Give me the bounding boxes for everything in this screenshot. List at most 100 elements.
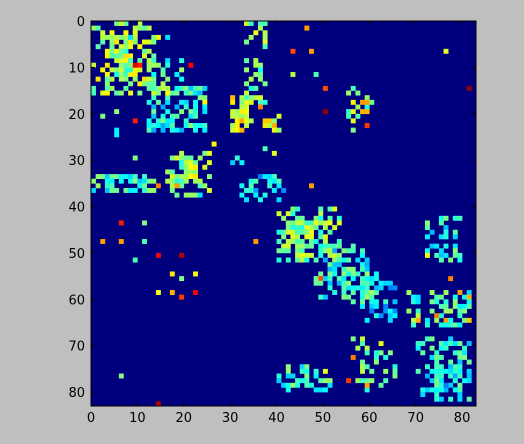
heatmap-cell [174, 174, 180, 180]
heatmap-cell [271, 123, 277, 128]
heatmap-cell [434, 294, 440, 300]
heatmap-cell [128, 53, 134, 59]
heatmap-cell [174, 72, 180, 77]
heatmap-cell [373, 359, 379, 365]
heatmap-cell [262, 34, 268, 40]
heatmap-cell [383, 368, 389, 374]
heatmap-cell [360, 285, 365, 291]
heatmap-cell [174, 178, 180, 184]
heatmap-cell [438, 215, 444, 221]
heatmap-cell [452, 322, 458, 328]
heatmap-cell [322, 294, 328, 300]
heatmap-cell [346, 294, 352, 300]
heatmap-cell [443, 387, 449, 393]
heatmap-cell [360, 303, 365, 309]
heatmap-cell [151, 62, 157, 68]
heatmap-cell [146, 62, 152, 68]
heatmap-cell [424, 252, 430, 258]
heatmap-cell [295, 234, 301, 240]
heatmap-cell [350, 243, 356, 249]
heatmap-cell [193, 127, 198, 133]
heatmap-cell [169, 290, 175, 295]
heatmap-cell [202, 150, 208, 156]
heatmap-cell [253, 187, 259, 193]
heatmap-cell [332, 262, 338, 268]
heatmap-cell [142, 81, 147, 87]
heatmap-cells [91, 21, 472, 407]
heatmap-cell [327, 382, 333, 388]
heatmap-cell [100, 30, 106, 36]
heatmap-cell [373, 276, 379, 282]
heatmap-cell [230, 95, 236, 101]
heatmap-cell [230, 160, 236, 166]
heatmap-cell [193, 192, 198, 198]
heatmap-cell [304, 234, 310, 240]
heatmap-cell [118, 67, 124, 73]
heatmap-cell [424, 373, 430, 379]
heatmap-cell [411, 299, 416, 305]
heatmap-cell [322, 257, 328, 263]
heatmap-cell [443, 345, 449, 351]
heatmap-cell [313, 225, 319, 231]
heatmap-cell [244, 118, 250, 124]
heatmap-cell [179, 127, 185, 133]
heatmap-cell [179, 252, 185, 258]
heatmap-cell [104, 187, 110, 193]
heatmap-cell [146, 118, 152, 124]
heatmap-cell [443, 368, 449, 374]
heatmap-cell [239, 104, 245, 110]
heatmap-cell [378, 280, 384, 286]
heatmap-cell [137, 44, 143, 50]
heatmap-cell [91, 85, 96, 91]
heatmap-cell [434, 387, 440, 393]
heatmap-cell [299, 229, 305, 235]
heatmap-cell [160, 81, 166, 87]
heatmap-cell [360, 359, 365, 365]
heatmap-cell [257, 62, 263, 68]
heatmap-cell [253, 85, 259, 91]
heatmap-cell [179, 276, 185, 282]
heatmap-cell [109, 30, 115, 36]
heatmap-cell [360, 364, 365, 370]
heatmap-cell [202, 123, 208, 128]
heatmap-cell [165, 34, 171, 40]
heatmap-cell [281, 243, 287, 249]
heatmap-cell [383, 299, 389, 305]
heatmap-cell [438, 303, 444, 309]
heatmap-cell [462, 317, 468, 323]
heatmap-cell [295, 225, 301, 231]
heatmap-cell [438, 354, 444, 360]
heatmap-cell [373, 303, 379, 309]
heatmap-cell [114, 174, 120, 180]
heatmap-cell [392, 368, 398, 374]
heatmap-cell [174, 155, 180, 161]
heatmap-cell [244, 67, 250, 73]
heatmap-cell [174, 113, 180, 119]
heatmap-cell [179, 178, 185, 184]
heatmap-cell [373, 271, 379, 277]
heatmap-cell [341, 285, 347, 291]
heatmap-cell [253, 62, 259, 68]
x-tick-label: 30 [222, 411, 239, 426]
heatmap-cell [318, 206, 324, 212]
heatmap-cell [179, 150, 185, 156]
heatmap-cell [239, 99, 245, 105]
heatmap-cell [322, 85, 328, 91]
heatmap-cell [424, 336, 430, 342]
heatmap-cell [137, 62, 143, 68]
heatmap-cell [104, 72, 110, 77]
heatmap-cell [457, 396, 463, 402]
y-tick-label: 80 [68, 386, 85, 401]
heatmap-cell [299, 215, 305, 221]
heatmap-cell [313, 72, 319, 77]
heatmap-cell [151, 95, 157, 101]
heatmap-cell [197, 95, 203, 101]
heatmap-cell [244, 81, 250, 87]
heatmap-cell [438, 396, 444, 402]
heatmap-cell [429, 243, 435, 249]
heatmap-cell [137, 25, 143, 31]
heatmap-cell [299, 368, 305, 374]
heatmap-cell [355, 104, 361, 110]
heatmap-cell [364, 262, 370, 268]
heatmap-cell [364, 109, 370, 115]
